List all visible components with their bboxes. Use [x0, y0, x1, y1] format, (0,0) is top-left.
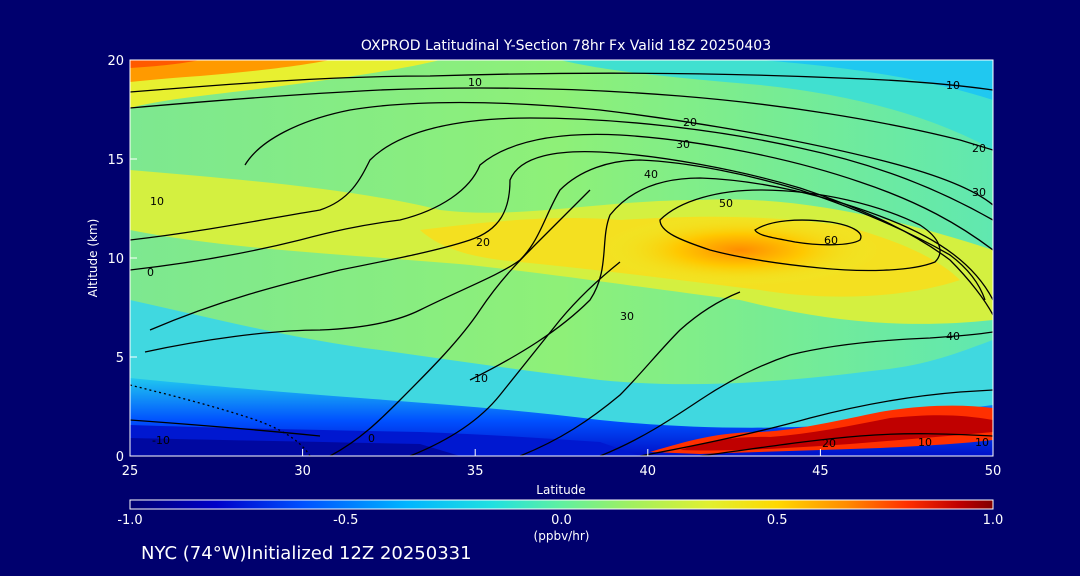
contour-label: 10 — [975, 436, 989, 449]
contour-label: 10 — [150, 195, 164, 208]
contour-label: 10 — [918, 436, 932, 449]
contour-label: 30 — [972, 186, 986, 199]
contour-label: 40 — [644, 168, 658, 181]
contour-label: 60 — [824, 234, 838, 247]
y-tick-label: 5 — [116, 351, 124, 366]
y-axis-label: Altitude (km) — [86, 219, 100, 298]
contour-label: 10 — [946, 79, 960, 92]
y-tick-label: 15 — [107, 153, 124, 168]
contour-label: 20 — [476, 236, 490, 249]
y-axis: 0 5 10 15 20 Altitude (km) — [86, 54, 124, 465]
y-tick-label: 20 — [107, 54, 124, 69]
colorbar-tick-label: 0.5 — [767, 513, 788, 528]
plot-area — [130, 60, 993, 456]
contour-label: -10 — [152, 434, 170, 447]
contour-label: 20 — [972, 142, 986, 155]
colorbar-tick-label: 0.0 — [551, 513, 572, 528]
colorbar-unit-label: (ppbv/hr) — [534, 529, 590, 543]
contour-label: 50 — [719, 197, 733, 210]
colorbar-tick-label: 1.0 — [983, 513, 1004, 528]
y-tick-label: 0 — [116, 450, 124, 465]
contour-label: 20 — [822, 437, 836, 450]
contour-label: 0 — [368, 432, 375, 445]
colorbar-tick-label: -1.0 — [117, 513, 142, 528]
x-tick-label: 30 — [294, 464, 311, 479]
contour-label: 30 — [676, 138, 690, 151]
x-tick-label: 35 — [467, 464, 484, 479]
contour-label: 40 — [946, 330, 960, 343]
x-tick-label: 40 — [640, 464, 657, 479]
contour-label: 0 — [147, 266, 154, 279]
contour-label: 10 — [474, 372, 488, 385]
contour-label: 30 — [620, 310, 634, 323]
footer-text: NYC (74°W)Initialized 12Z 20250331 — [141, 543, 472, 564]
contour-labels: 10 10 20 20 30 30 40 40 50 60 10 0 20 30… — [147, 76, 989, 450]
contour-lines — [130, 72, 993, 456]
axis-ticks — [129, 59, 994, 457]
colorbar: -1.0 -0.5 0.0 0.5 1.0 (ppbv/hr) — [117, 499, 1004, 543]
x-tick-label: 50 — [985, 464, 1002, 479]
x-tick-label: 45 — [812, 464, 829, 479]
contour-label: 20 — [683, 116, 697, 129]
x-tick-label: 25 — [122, 464, 139, 479]
contour-label: 10 — [468, 76, 482, 89]
x-axis-label: Latitude — [536, 483, 585, 497]
x-axis: 25 30 35 40 45 50 Latitude — [122, 464, 1002, 497]
colorbar-tick-label: -0.5 — [333, 513, 358, 528]
chart-title: OXPROD Latitudinal Y-Section 78hr Fx Val… — [361, 38, 771, 54]
y-tick-label: 10 — [107, 252, 124, 267]
colorbar-gradient — [129, 499, 994, 510]
